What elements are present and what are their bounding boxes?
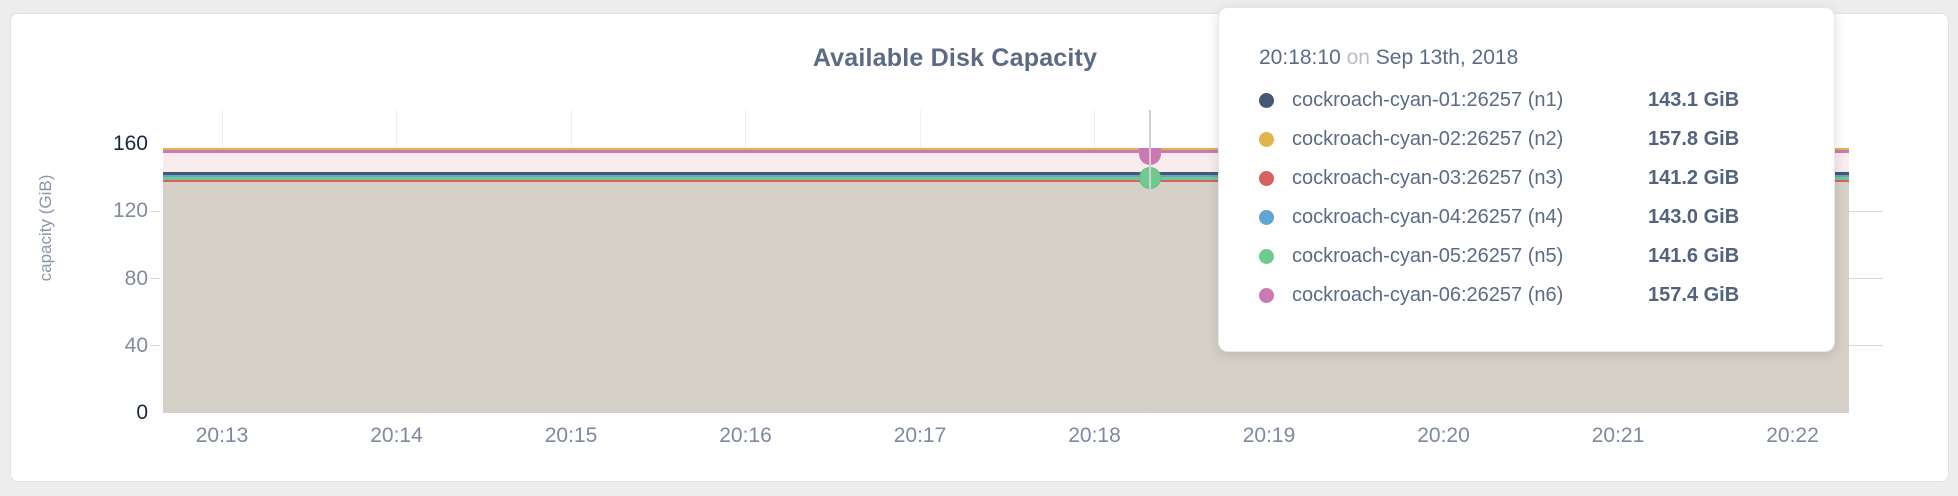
series-line	[163, 174, 1849, 178]
x-tick-label: 20:22	[1766, 424, 1819, 447]
series-line	[163, 172, 1849, 175]
x-tick-label: 20:19	[1242, 424, 1296, 447]
x-tick-label: 20:20	[1417, 424, 1470, 447]
series-value: 157.8 GiB	[1648, 128, 1740, 150]
series-name: cockroach-cyan-01:26257 (n1)	[1292, 89, 1564, 111]
series-color-dot-icon	[1259, 171, 1274, 186]
series-value: 141.2 GiB	[1648, 167, 1740, 189]
y-tick-label: 0	[136, 401, 148, 424]
y-tick-mark	[150, 210, 160, 212]
series-color-dot-icon	[1259, 93, 1274, 108]
series-name: cockroach-cyan-05:26257 (n5)	[1292, 245, 1564, 267]
y-tick-label: 80	[124, 266, 148, 290]
tooltip-time: 20:18:10	[1259, 46, 1341, 69]
series-color-dot-icon	[1259, 132, 1274, 147]
hover-tooltip: 20:18:10 on Sep 13th, 2018 cockroach-cya…	[1218, 7, 1835, 352]
series-value: 141.6 GiB	[1648, 245, 1740, 267]
series-value: 157.4 GiB	[1648, 284, 1740, 306]
tooltip-series-list: cockroach-cyan-01:26257 (n1) 143.1 GiB coc…	[1259, 81, 1810, 315]
series-line	[163, 179, 1849, 183]
series-color-dot-icon	[1259, 210, 1274, 225]
tooltip-timestamp: 20:18:10 on Sep 13th, 2018	[1259, 46, 1810, 70]
series-value: 143.0 GiB	[1648, 206, 1740, 228]
y-tick-mark	[150, 278, 160, 279]
tooltip-date: Sep 13th, 2018	[1375, 46, 1519, 69]
series-line	[163, 147, 1849, 151]
tooltip-series-row: cockroach-cyan-01:26257 (n1) 143.1 GiB	[1259, 81, 1810, 120]
x-tick-label: 20:13	[195, 424, 249, 447]
series-color-dot-icon	[1259, 249, 1274, 264]
tooltip-series-row: cockroach-cyan-05:26257 (n5) 141.6 GiB	[1259, 237, 1810, 276]
series-line	[163, 177, 1849, 180]
x-tick-label: 20:16	[719, 424, 772, 447]
series-name: cockroach-cyan-02:26257 (n2)	[1292, 128, 1564, 150]
series-color-dot-icon	[1259, 288, 1274, 303]
tooltip-series-row: cockroach-cyan-04:26257 (n4) 143.0 GiB	[1259, 198, 1810, 237]
series-name: cockroach-cyan-04:26257 (n4)	[1292, 206, 1564, 228]
series-name: cockroach-cyan-03:26257 (n3)	[1292, 167, 1564, 189]
hover-guide-line	[1149, 110, 1151, 413]
x-tick-label: 20:15	[544, 424, 598, 447]
y-tick-label: 40	[124, 333, 148, 357]
y-tick-mark	[150, 345, 160, 347]
x-tick-label: 20:14	[370, 424, 423, 447]
x-tick-label: 20:17	[893, 424, 947, 447]
tooltip-series-row: cockroach-cyan-02:26257 (n2) 157.8 GiB	[1259, 120, 1810, 159]
tooltip-on-text: on	[1346, 46, 1370, 69]
x-tick-label: 20:21	[1591, 424, 1645, 447]
tooltip-series-row: cockroach-cyan-03:26257 (n3) 141.2 GiB	[1259, 159, 1810, 198]
series-line	[163, 150, 1849, 153]
chart-title: Available Disk Capacity	[812, 44, 1098, 72]
y-tick-label: 120	[112, 199, 148, 223]
tooltip-series-row: cockroach-cyan-06:26257 (n6) 157.4 GiB	[1259, 276, 1810, 315]
series-value: 143.1 GiB	[1648, 89, 1740, 111]
y-tick-label: 160	[112, 132, 148, 155]
x-tick-label: 20:18	[1068, 424, 1121, 447]
series-name: cockroach-cyan-06:26257 (n6)	[1292, 284, 1564, 306]
